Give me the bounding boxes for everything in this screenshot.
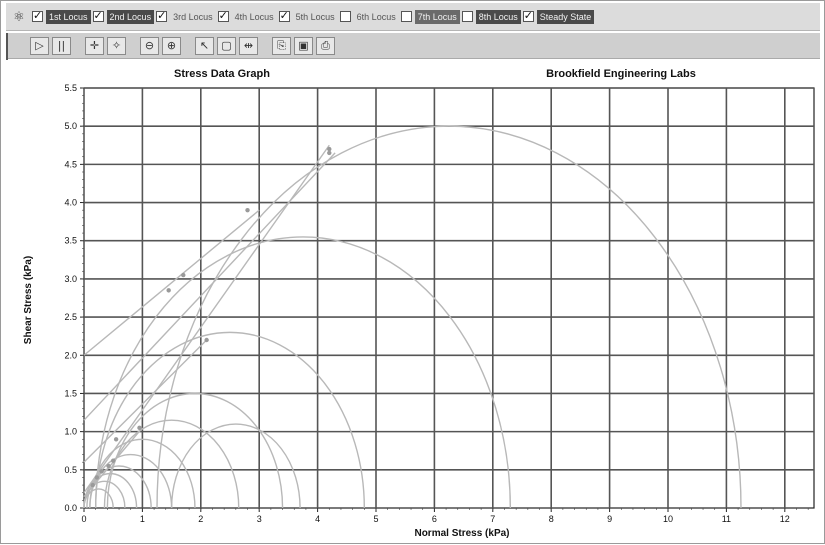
failure-locus-line [83, 152, 336, 421]
data-point [327, 146, 332, 152]
failure-locus-line [83, 339, 208, 463]
y-axis-label: Shear Stress (kPa) [23, 256, 34, 344]
copy-button[interactable]: ⎘ [272, 36, 291, 55]
locus-checkbox-2[interactable]: 2nd Locus [92, 8, 155, 26]
y-tick-label: 0.5 [64, 465, 77, 475]
play-button[interactable]: ▷ [30, 36, 49, 55]
locus-toolbar: ⚛ 1st Locus 2nd Locus 3rd Locus 4th Locus 5t… [6, 3, 820, 31]
checkbox[interactable] [522, 9, 534, 23]
graph-toolbar-buttons: ▷ || ✛ ✧ ⊖ ⊕ ↖ ▢ ⇹ ⎘ ▣ ⎙ [30, 36, 335, 55]
y-tick-label: 1.5 [64, 388, 77, 398]
save-button[interactable]: ▣ [294, 36, 313, 55]
locus-label: 6th Locus [356, 11, 396, 22]
x-tick-label: 8 [549, 514, 554, 524]
y-tick-label: 0.0 [64, 503, 77, 513]
x-tick-label: 0 [81, 514, 86, 524]
data-point [181, 272, 186, 278]
zoom-in-button[interactable]: ⊕ [162, 36, 181, 55]
x-tick-label: 9 [607, 514, 612, 524]
mohr-circle [170, 423, 301, 509]
mohr-circle [156, 125, 742, 509]
y-tick-label: 5.0 [64, 121, 77, 131]
data-point [90, 482, 95, 488]
locus-checkbox-6[interactable]: 6th Locus [339, 8, 399, 26]
y-tick-label: 3.0 [64, 274, 77, 284]
chart-title: Stress Data Graph [174, 68, 270, 80]
x-axis-label: Normal Stress (kPa) [414, 528, 509, 539]
checkbox[interactable] [400, 11, 412, 22]
locus-checkbox-7[interactable]: 7th Locus [400, 8, 460, 26]
mohr-circle [94, 331, 366, 509]
data-point [113, 437, 119, 442]
data-point [137, 425, 142, 431]
zoom-out-button[interactable]: ⊖ [140, 36, 159, 55]
data-point [99, 469, 104, 474]
checkbox[interactable] [278, 9, 290, 23]
data-point [94, 475, 100, 480]
y-tick-label: 3.5 [64, 236, 77, 246]
data-point [106, 463, 111, 469]
locus-label: 5th Locus [295, 11, 335, 22]
data-point [166, 288, 171, 293]
locus-checkbox-8[interactable]: 8th Locus [461, 8, 521, 26]
data-point [327, 150, 332, 156]
pause-button[interactable]: || [52, 36, 71, 55]
crosshair-button[interactable]: ✧ [107, 36, 126, 55]
locus-checkbox-9[interactable]: Steady State [522, 8, 595, 26]
x-tick-label: 5 [373, 514, 378, 524]
data-point [245, 207, 250, 213]
data-point [204, 337, 209, 343]
x-tick-label: 3 [257, 514, 262, 524]
mohr-circle [103, 419, 240, 509]
y-tick-label: 2.5 [64, 312, 77, 322]
locus-label: 1st Locus [46, 9, 91, 24]
locus-label: 2nd Locus [106, 9, 155, 24]
x-tick-label: 2 [198, 514, 203, 524]
data-point [111, 458, 116, 463]
x-tick-label: 1 [140, 514, 145, 524]
graph-toolbar: ▷ || ✛ ✧ ⊖ ⊕ ↖ ▢ ⇹ ⎘ ▣ ⎙ [6, 33, 820, 59]
y-tick-label: 5.5 [64, 83, 77, 93]
x-tick-label: 12 [780, 514, 790, 524]
locus-checkbox-3[interactable]: 3rd Locus [156, 8, 216, 26]
pan-button[interactable]: ✛ [85, 36, 104, 55]
checkbox[interactable] [156, 9, 168, 23]
checkbox[interactable] [339, 11, 351, 22]
locus-checkbox-group: 1st Locus 2nd Locus 3rd Locus 4th Locus 5th … [32, 8, 596, 26]
chart-area: Stress Data Graph Brookfield Engineering… [6, 60, 820, 540]
locus-label: 7th Locus [414, 9, 460, 24]
locus-checkbox-5[interactable]: 5th Locus [278, 8, 338, 26]
x-tick-label: 6 [432, 514, 437, 524]
locus-label: 8th Locus [475, 9, 521, 24]
x-tick-label: 10 [663, 514, 673, 524]
locus-label: 3rd Locus [173, 11, 213, 22]
locus-checkbox-4[interactable]: 4th Locus [217, 8, 277, 26]
y-tick-label: 1.0 [64, 427, 77, 437]
locus-label: 4th Locus [234, 11, 274, 22]
y-tick-label: 4.5 [64, 159, 77, 169]
print-button[interactable]: ⎙ [316, 36, 335, 55]
locus-label: Steady State [536, 9, 595, 24]
failure-locus-line [83, 209, 260, 356]
stress-chart: Stress Data Graph Brookfield Engineering… [23, 68, 815, 539]
select-box-button[interactable]: ▢ [217, 36, 236, 55]
checkbox[interactable] [461, 11, 473, 22]
checkbox[interactable] [32, 9, 43, 23]
x-tick-label: 4 [315, 514, 320, 524]
chart-subtitle: Brookfield Engineering Labs [546, 68, 696, 80]
plot-area: 0 1 2 3 4 5 6 7 8 9 10 11 120.00.51.01.52.02.53.03.5… [64, 83, 815, 524]
fit-width-button[interactable]: ⇹ [239, 36, 258, 55]
x-tick-label: 11 [722, 514, 731, 524]
locus-checkbox-1[interactable]: 1st Locus [32, 8, 91, 26]
y-tick-label: 4.0 [64, 198, 77, 208]
checkbox[interactable] [92, 9, 104, 23]
y-tick-label: 2.0 [64, 350, 77, 360]
app-logo-icon: ⚛ [13, 8, 25, 24]
mohr-circle [106, 392, 284, 509]
x-tick-label: 7 [490, 514, 495, 524]
mohr-circle [94, 236, 512, 509]
checkbox[interactable] [217, 9, 229, 23]
pointer-button[interactable]: ↖ [195, 36, 214, 55]
